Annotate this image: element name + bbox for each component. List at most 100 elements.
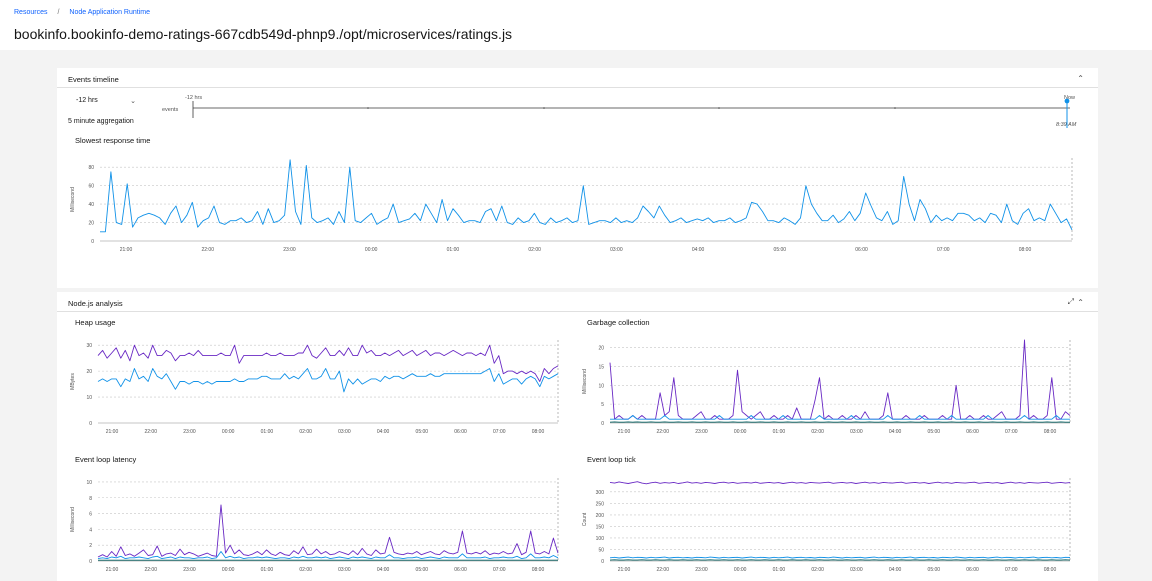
x-tick-label: 07:00 (1005, 429, 1018, 435)
x-tick-label: 03:00 (338, 429, 351, 435)
events-timeline-header: Events timeline ⌃ (57, 68, 1098, 88)
timeline-start-label: -12 hrs (185, 95, 202, 101)
y-tick-label: 60 (88, 184, 94, 190)
y-tick-label: 20 (86, 369, 92, 375)
x-tick-label: 01:00 (773, 567, 786, 573)
y-axis-label: Millisecond (70, 507, 76, 532)
x-tick-label: 01:00 (447, 247, 460, 253)
x-tick-label: 00:00 (734, 429, 747, 435)
y-axis-label: MBytes (70, 373, 76, 390)
x-tick-label: 21:00 (106, 429, 119, 435)
x-tick-label: 05:00 (416, 429, 429, 435)
x-tick-label: 04:00 (377, 567, 390, 573)
series-line (609, 556, 1071, 559)
timeline-row-label: events (162, 107, 178, 113)
event-loop-tick-title: Event loop tick (587, 455, 636, 464)
x-tick-label: 23:00 (695, 429, 708, 435)
breadcrumb-current-link[interactable]: Node Application Runtime (69, 9, 150, 16)
x-tick-label: 22:00 (656, 429, 669, 435)
heap-usage-chart: 0 10 20 30 MBytes 21:00 22:00 23:00 00:00 01:00 02… (70, 340, 559, 435)
y-tick-label: 20 (598, 346, 604, 352)
breadcrumb-resources-link[interactable]: Resources (14, 9, 48, 16)
x-tick-label: 23:00 (183, 567, 196, 573)
y-tick-label: 0 (89, 559, 92, 565)
page-header: Resources / Node Application Runtime booki… (0, 0, 1152, 50)
x-tick-label: 06:00 (966, 429, 979, 435)
y-tick-label: 6 (89, 512, 92, 518)
y-tick-label: 40 (88, 202, 94, 208)
x-tick-label: 08:00 (532, 429, 545, 435)
x-tick-label: 08:00 (1044, 567, 1057, 573)
x-tick-label: 23:00 (283, 247, 296, 253)
x-tick-label: 08:00 (532, 567, 545, 573)
x-tick-label: 23:00 (695, 567, 708, 573)
x-tick-label: 03:00 (338, 567, 351, 573)
x-tick-label: 05:00 (928, 429, 941, 435)
y-tick-label: 5 (601, 402, 604, 408)
x-tick-label: 07:00 (937, 247, 950, 253)
y-tick-label: 100 (596, 536, 605, 542)
maximize-icon[interactable]: ⤢ (1067, 297, 1074, 306)
x-tick-label: 00:00 (222, 567, 235, 573)
y-axis-label: Millisecond (70, 187, 76, 212)
x-tick-label: 03:00 (610, 247, 623, 253)
y-tick-label: 10 (598, 383, 604, 389)
x-tick-label: 02:00 (528, 247, 541, 253)
x-tick-label: 08:00 (1019, 247, 1032, 253)
page-title: bookinfo.bookinfo-demo-ratings-667cdb549… (14, 26, 513, 42)
breadcrumb: Resources / Node Application Runtime (14, 9, 150, 16)
x-tick-label: 00:00 (222, 429, 235, 435)
series-line (609, 481, 1071, 485)
series-line (97, 504, 559, 558)
x-tick-label: 07:00 (493, 567, 506, 573)
x-tick-label: 22:00 (656, 567, 669, 573)
chevron-up-icon[interactable]: ⌃ (1077, 74, 1084, 83)
y-tick-label: 4 (89, 527, 92, 533)
x-tick-label: 01:00 (261, 567, 274, 573)
y-axis-label: Millisecond (582, 369, 588, 394)
garbage-collection-title: Garbage collection (587, 318, 650, 327)
event-loop-latency-chart: 0 2 4 6 8 10 Millisecond 21:00 22:00 23:00 00:00 01… (70, 478, 559, 573)
series-line (97, 551, 559, 560)
series-line (610, 415, 1070, 420)
x-tick-label: 22:00 (201, 247, 214, 253)
y-tick-label: 0 (89, 421, 92, 427)
x-tick-label: 02:00 (811, 567, 824, 573)
y-tick-label: 2 (89, 543, 92, 549)
x-tick-label: 03:00 (850, 567, 863, 573)
time-range-select[interactable]: -12 hrs ⌄ (76, 97, 136, 105)
event-loop-latency-title: Event loop latency (75, 455, 137, 464)
x-tick-label: 00:00 (365, 247, 378, 253)
x-tick-label: 05:00 (928, 567, 941, 573)
chevron-down-icon: ⌄ (130, 98, 136, 105)
y-tick-label: 50 (598, 547, 604, 553)
x-tick-label: 06:00 (454, 567, 467, 573)
series-line (100, 159, 1073, 233)
y-tick-label: 10 (86, 395, 92, 401)
y-tick-label: 0 (91, 239, 94, 245)
y-tick-label: 20 (88, 221, 94, 227)
y-tick-label: 8 (89, 496, 92, 502)
x-tick-label: 02:00 (299, 567, 312, 573)
y-tick-label: 10 (86, 480, 92, 486)
x-tick-label: 21:00 (618, 429, 631, 435)
timeline-marker (894, 107, 896, 109)
y-tick-label: 150 (596, 524, 605, 530)
x-tick-label: 08:00 (1044, 429, 1057, 435)
heap-usage-title: Heap usage (75, 318, 116, 327)
x-tick-label: 05:00 (416, 567, 429, 573)
timeline-time-label: 8:39 AM (1056, 122, 1077, 128)
y-tick-label: 0 (601, 559, 604, 565)
x-tick-label: 03:00 (850, 429, 863, 435)
x-tick-label: 06:00 (855, 247, 868, 253)
events-timeline-title: Events timeline (68, 75, 119, 84)
events-timeline-card: Events timeline ⌃ (57, 68, 1098, 288)
chevron-up-icon[interactable]: ⌃ (1077, 298, 1084, 307)
x-tick-label: 23:00 (183, 429, 196, 435)
y-tick-label: 200 (596, 513, 605, 519)
garbage-collection-chart: 0 5 10 15 20 Millisecond 21:00 22:00 23:00 00:00 0… (582, 339, 1071, 435)
x-tick-label: 04:00 (692, 247, 705, 253)
y-tick-label: 30 (86, 343, 92, 349)
x-tick-label: 02:00 (811, 429, 824, 435)
x-tick-label: 04:00 (889, 429, 902, 435)
